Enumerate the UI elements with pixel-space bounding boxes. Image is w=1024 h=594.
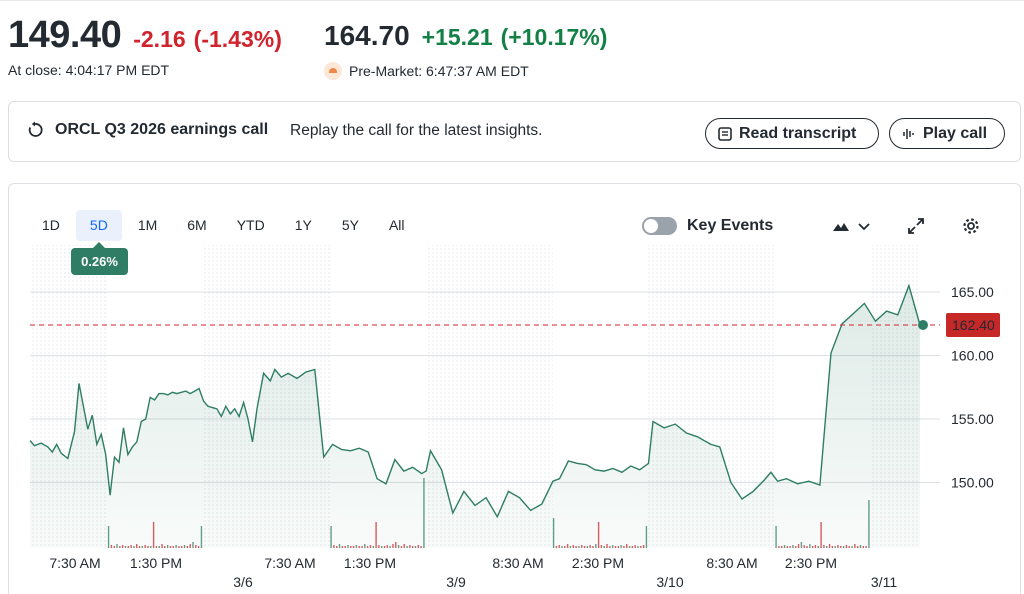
banner-text: Replay the call for the latest insights.	[290, 122, 543, 139]
range-1y[interactable]: 1Y	[294, 217, 312, 233]
regular-quote: 149.40 -2.16 (-1.43%)	[8, 14, 282, 57]
range-6m[interactable]: 6M	[187, 217, 207, 233]
chart-card	[8, 183, 1021, 594]
sunrise-icon	[324, 62, 342, 80]
range-selector: 1D 5D 1M 6M YTD 1Y 5Y All	[28, 210, 421, 241]
range-1m[interactable]: 1M	[137, 217, 158, 233]
replay-icon	[28, 121, 43, 137]
mountain-chart-icon[interactable]	[830, 215, 852, 237]
range-all[interactable]: All	[388, 217, 405, 233]
close-change: -2.16	[133, 26, 186, 52]
gear-icon[interactable]	[960, 215, 982, 237]
premarket-time: Pre-Market: 6:47:37 AM EDT	[349, 63, 529, 79]
range-change-badge: 0.26%	[71, 242, 128, 275]
premarket-change: +15.21	[421, 24, 493, 50]
premarket-quote: 164.70 +15.21 (+10.17%)	[324, 20, 607, 52]
range-ytd[interactable]: YTD	[236, 217, 265, 233]
close-change-percent: (-1.43%)	[193, 26, 282, 52]
earnings-banner: ORCL Q3 2026 earnings call Replay the ca…	[8, 101, 1021, 162]
chevron-down-icon[interactable]	[853, 215, 875, 237]
expand-icon[interactable]	[905, 215, 927, 237]
read-transcript-label: Read transcript	[739, 124, 857, 142]
close-time: At close: 4:04:17 PM EDT	[8, 62, 170, 78]
range-1d[interactable]: 1D	[42, 217, 60, 233]
key-events-toggle[interactable]	[642, 217, 677, 235]
range-5d[interactable]: 5D	[75, 210, 122, 241]
banner-title: ORCL Q3 2026 earnings call	[55, 121, 269, 138]
premarket-change-percent: (+10.17%)	[500, 24, 608, 50]
top-divider	[0, 0, 1024, 1]
close-price: 149.40	[8, 14, 122, 56]
transcript-icon	[718, 126, 732, 141]
audio-wave-icon	[903, 128, 914, 139]
play-call-label: Play call	[923, 124, 988, 142]
play-call-button[interactable]: Play call	[889, 118, 1005, 149]
premarket-price: 164.70	[324, 20, 410, 51]
range-5y[interactable]: 5Y	[341, 217, 359, 233]
read-transcript-button[interactable]: Read transcript	[705, 118, 879, 149]
key-events-label: Key Events	[687, 217, 774, 234]
premarket-line: Pre-Market: 6:47:37 AM EDT	[324, 62, 529, 80]
